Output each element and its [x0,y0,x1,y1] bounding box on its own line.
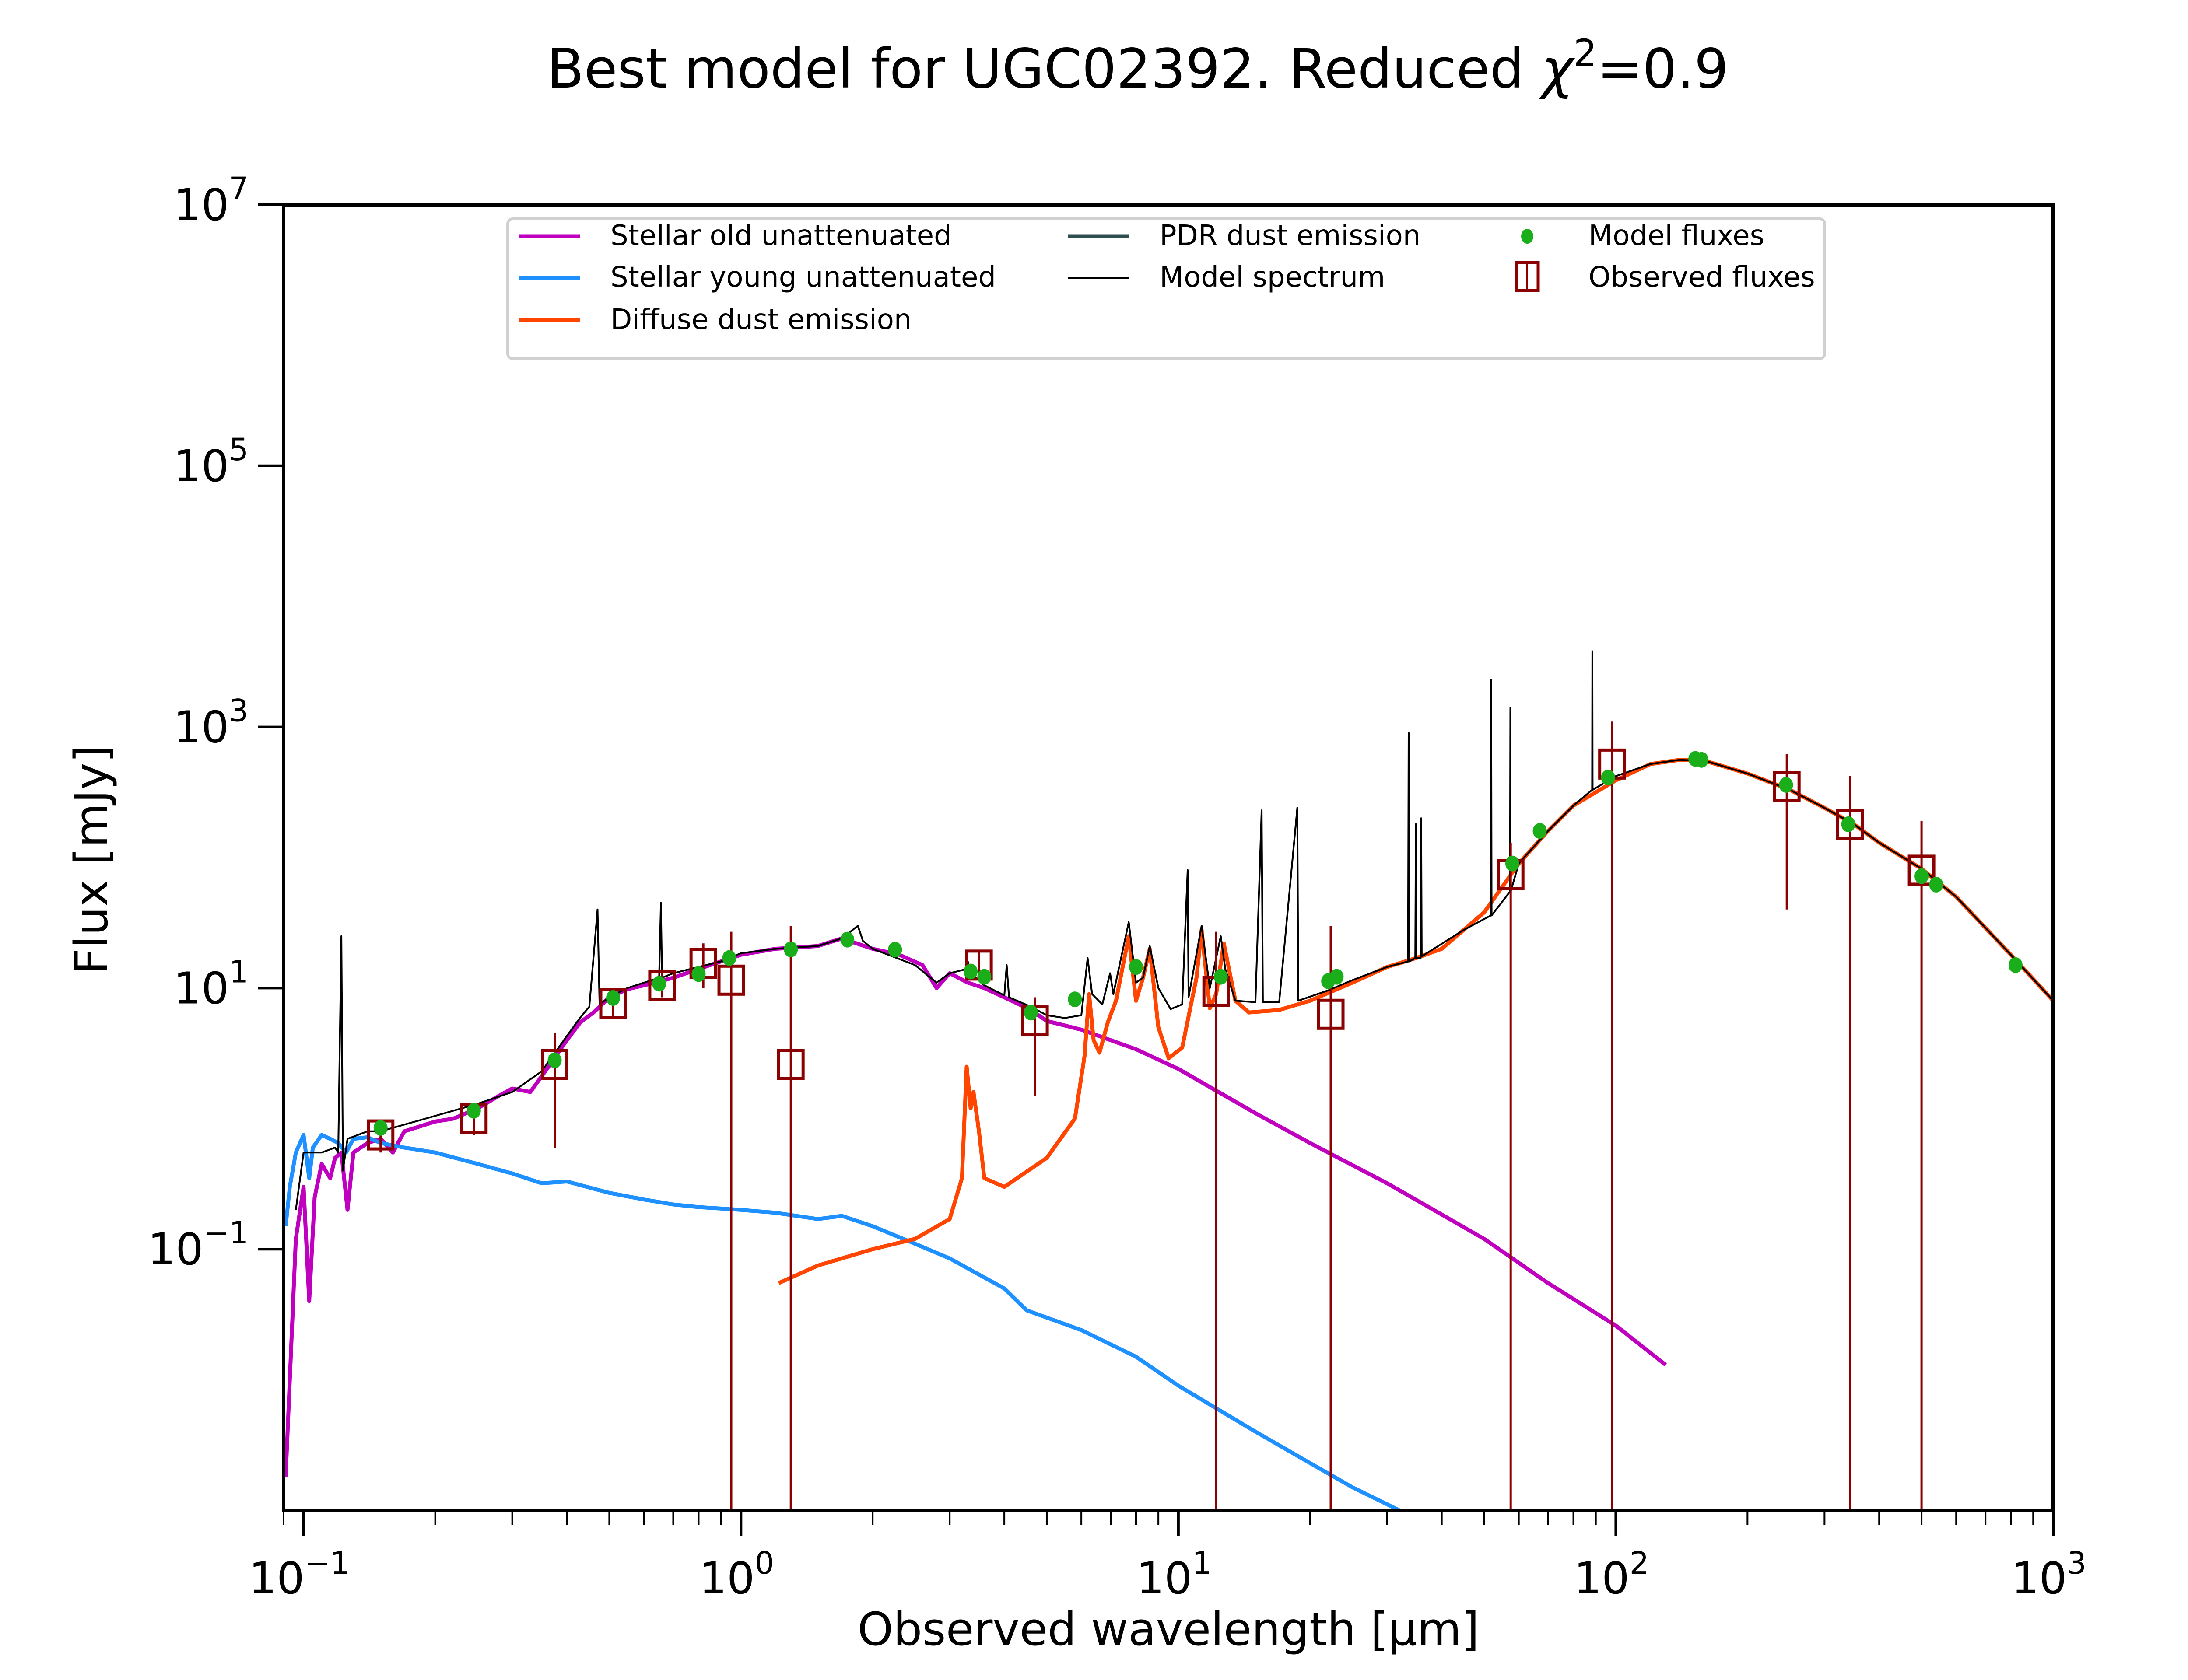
model-flux-point [373,1120,388,1136]
y-axis: 10−1 101 103 105 107 [148,171,284,1275]
axes-frame [282,203,2055,1512]
x-tick-label: 10−1 [249,1545,350,1604]
legend-label: Diffuse dust emission [610,304,912,336]
model-flux-point [1841,816,1855,832]
x-tick-label: 103 [2011,1545,2086,1604]
y-axis-label: Flux [mJy] [65,745,118,974]
series-stellar-young-unattenuated [284,1133,1400,1510]
legend-label: PDR dust emission [1160,220,1420,252]
legend-swatch [1521,229,1533,244]
plot-area: 10−1 100 101 102 103 10−1 101 103 105 107 [148,171,2086,1604]
y-tick-label: 107 [173,171,249,231]
legend-label: Model fluxes [1588,220,1764,252]
model-flux-point [840,931,855,948]
x-axis: 10−1 100 101 102 103 [249,1510,2086,1604]
model-flux-point [691,966,706,982]
model-flux-point [964,963,978,980]
model-flux-point [1779,777,1793,793]
legend-item-model-fluxes: Model fluxes [1521,220,1764,252]
legend-item-stellar-young-unattenuated: Stellar young unattenuated [519,261,996,294]
model-flux-point [1068,991,1082,1008]
model-flux-point [784,941,798,957]
x-tick-label: 101 [1136,1545,1212,1604]
model-flux-point [652,976,666,992]
model-flux-point [2008,957,2023,973]
legend-item-stellar-old-unattenuated: Stellar old unattenuated [519,220,952,252]
observed-flux-marker [541,1049,569,1080]
chart-title: Best model for UGC02392. Reduced χ2=0.9 [547,32,1729,101]
x-axis-label: Observed wavelength [μm] [858,1603,1480,1656]
legend-label: Model spectrum [1160,261,1385,294]
y-tick-label: 101 [173,954,249,1014]
observed-flux-marker [1773,771,1801,802]
x-tick-label: 102 [1574,1545,1649,1604]
y-tick-label: 103 [173,693,249,753]
model-flux-point [547,1052,562,1068]
model-flux-point [1694,752,1709,768]
model-flux-point [1213,969,1228,985]
legend-item-observed-fluxes: Observed fluxes [1515,261,1815,294]
model-flux-point [722,950,736,966]
observed-flux-marker [777,1049,805,1080]
model-flux-point [606,990,621,1006]
observed-flux-marker [648,970,676,1001]
model-flux-point [466,1102,481,1119]
series-model-spectrum [295,650,2053,1210]
model-flux-point [1129,959,1143,975]
y-tick-label: 10−1 [148,1215,249,1275]
model-flux-point [1329,969,1344,985]
model-flux-point [1929,876,1943,892]
legend-box [506,217,1826,360]
model-flux-point [1505,855,1519,872]
y-tick-label: 105 [173,432,249,492]
legend-label: Observed fluxes [1588,261,1815,294]
model-flux-point [1024,1004,1038,1021]
legend-item-pdr-dust-emission: PDR dust emission [1068,220,1420,252]
model-flux-point [1532,823,1547,839]
legend-item-diffuse-dust-emission: Diffuse dust emission [519,304,912,336]
observed-flux-marker [717,964,745,996]
observed-flux-marker [599,988,627,1019]
legend-label: Stellar young unattenuated [610,261,996,294]
model-flux-point [1601,770,1615,786]
observed-flux-marker [1317,998,1345,1030]
model-flux-point [1914,868,1929,884]
legend: Stellar old unattenuated Stellar young un… [506,217,1826,360]
legend-label: Stellar old unattenuated [610,220,952,252]
model-flux-point [977,969,992,985]
legend-item-model-spectrum: Model spectrum [1068,261,1385,294]
model-flux-point [888,942,902,958]
observed-flux-marker [1836,808,1864,840]
x-tick-label: 100 [699,1545,774,1604]
observed-flux-marker [1907,854,1936,886]
